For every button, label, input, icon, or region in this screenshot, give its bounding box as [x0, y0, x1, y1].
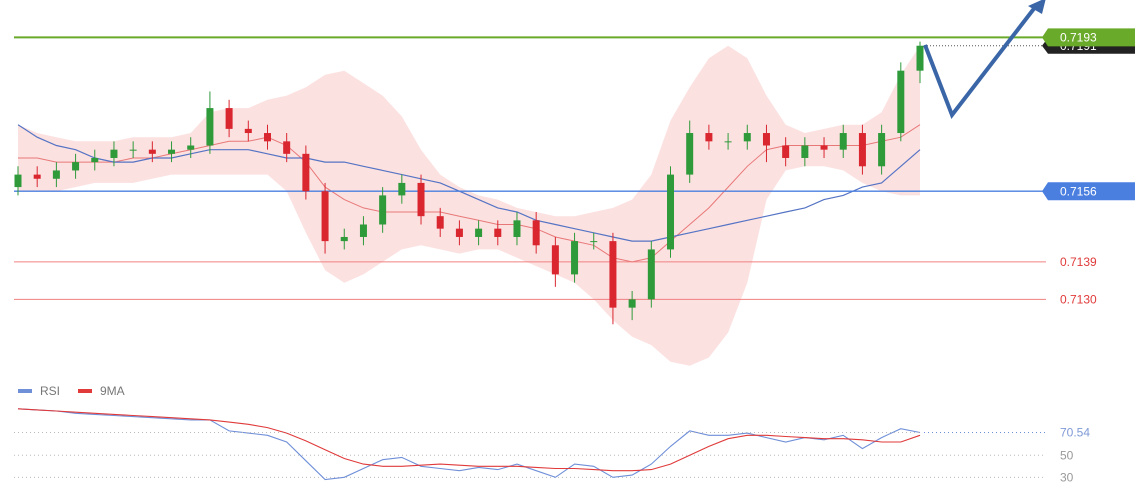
candle-body	[647, 249, 655, 300]
candle-body	[321, 191, 329, 242]
forecast-arrow	[923, 4, 1038, 120]
candle-body	[551, 245, 559, 275]
bollinger-band	[18, 45, 920, 366]
legend-swatch	[78, 389, 92, 393]
legend-label: 9MA	[100, 384, 125, 398]
level-label: 0.7139	[1060, 255, 1097, 269]
moving-average	[17, 124, 921, 242]
candle-body	[187, 145, 195, 150]
candle-body	[705, 133, 713, 142]
candle-body	[168, 149, 176, 154]
candle-body	[762, 133, 770, 146]
level-label: 0.7193	[1060, 31, 1097, 45]
candle-body	[609, 241, 617, 308]
candle-body	[283, 141, 291, 154]
candle-body	[340, 236, 348, 242]
candle-body	[129, 149, 137, 151]
candle-body	[820, 145, 828, 150]
candle-body	[455, 228, 463, 237]
candle-body	[302, 153, 310, 192]
line-series	[17, 408, 921, 481]
candle-body	[91, 157, 99, 163]
candle-body	[782, 145, 790, 158]
candle-body	[628, 299, 636, 308]
plot: 0.71910.71930.71560.71390.71305030RSI9MA…	[14, 28, 1135, 484]
candle-body	[839, 133, 847, 150]
candle-body	[897, 70, 905, 134]
candle-body	[801, 145, 809, 158]
forecast-arrowhead	[1028, 0, 1046, 14]
candle-body	[379, 195, 387, 225]
candle-body	[724, 141, 732, 143]
candle-body	[72, 162, 80, 171]
candle-body	[359, 224, 367, 237]
candle-body	[206, 108, 214, 146]
bollinger-middle	[18, 124, 921, 263]
candle-body	[33, 174, 41, 179]
candle-body	[878, 133, 886, 167]
candle-body	[590, 241, 598, 243]
candle-body	[513, 220, 521, 237]
candle-body	[14, 174, 22, 188]
candle-body	[263, 133, 271, 142]
candle-body	[571, 241, 579, 275]
candle-body	[916, 45, 924, 71]
candle-body	[110, 149, 118, 158]
candle-body	[858, 133, 866, 167]
candle-body	[494, 228, 502, 237]
candle-body	[532, 220, 540, 246]
candle-body	[148, 149, 156, 154]
candle-body	[244, 128, 252, 134]
level-label-box	[1042, 28, 1135, 47]
candle-body	[475, 228, 483, 237]
last-value-label: 70.54	[1060, 426, 1090, 440]
y-tick-label: 30	[1060, 470, 1074, 484]
candle-body	[417, 182, 425, 217]
y-tick-label: 50	[1060, 448, 1074, 462]
candle-body	[398, 182, 406, 196]
legend-label: RSI	[40, 384, 60, 398]
line-series	[17, 408, 921, 472]
candle-body	[686, 133, 694, 175]
candle-body	[743, 133, 751, 142]
candle-body	[667, 174, 675, 250]
candle-body	[436, 216, 444, 229]
candle-body	[52, 170, 60, 179]
legend-swatch	[18, 389, 32, 393]
level-label-box	[1042, 182, 1135, 201]
level-label: 0.7156	[1060, 184, 1097, 198]
candle-body	[225, 108, 233, 129]
level-label: 0.7130	[1060, 292, 1097, 306]
